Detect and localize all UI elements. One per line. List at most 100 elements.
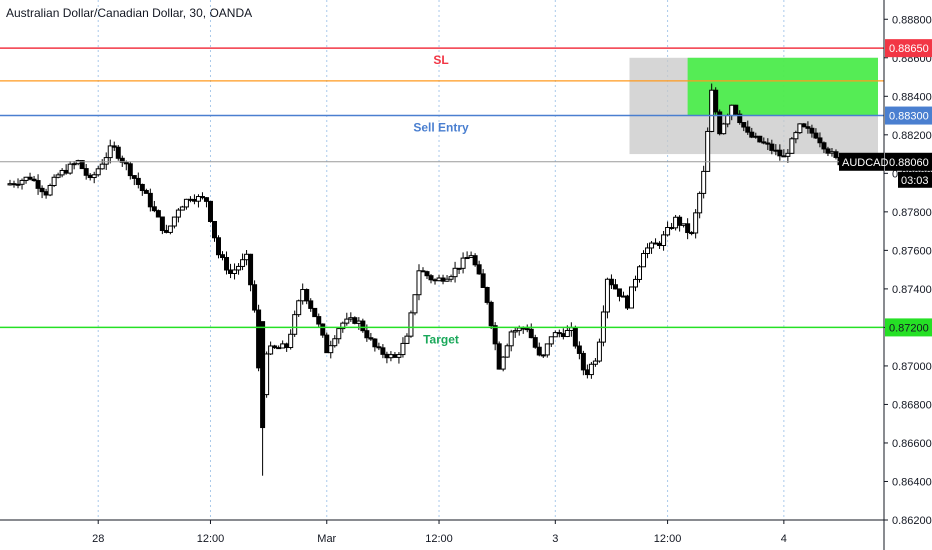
y-tick-label: 0.86600	[892, 438, 932, 450]
candle-down	[428, 275, 434, 281]
candle-up	[516, 327, 522, 332]
candle-down	[616, 288, 622, 297]
candle-down	[572, 327, 578, 347]
candle-down	[584, 369, 590, 376]
candle-down	[657, 242, 663, 247]
candle-down	[576, 345, 582, 354]
candle-down	[520, 327, 526, 330]
candle-down	[79, 160, 85, 170]
candle-up	[264, 353, 270, 396]
candle-up	[240, 259, 246, 267]
candle-down	[805, 126, 811, 129]
candle-down	[532, 337, 538, 348]
candle-down	[199, 196, 205, 199]
y-axis[interactable]: 0.888000.886000.884000.882000.880000.878…	[884, 14, 932, 527]
candle-down	[376, 346, 382, 349]
candle-up	[396, 354, 402, 358]
candle-down	[821, 142, 827, 150]
y-tick-label: 0.86800	[892, 399, 932, 411]
candle-down	[524, 328, 530, 331]
candle-up	[296, 300, 302, 316]
x-tick-label: 12:00	[425, 533, 453, 545]
candle-up	[236, 265, 242, 271]
candle-up	[280, 343, 286, 349]
candle-up	[179, 206, 185, 211]
candle-up	[436, 277, 442, 282]
candle-down	[733, 104, 739, 115]
candle-up	[67, 163, 73, 174]
candle-down	[496, 343, 502, 370]
candle-down	[528, 328, 534, 339]
x-tick-label: 4	[781, 533, 787, 545]
x-tick-label: 28	[92, 533, 104, 545]
candle-up	[620, 295, 626, 298]
candle-down	[476, 264, 482, 275]
candle-up	[628, 286, 634, 309]
candle-up	[51, 176, 57, 186]
candle-down	[556, 332, 562, 335]
candle-down	[123, 161, 129, 165]
candle-down	[432, 279, 438, 282]
candle-down	[360, 320, 366, 332]
candle-down	[276, 347, 282, 350]
candle-down	[677, 216, 683, 226]
candle-down	[228, 269, 234, 274]
y-tick-label: 0.87000	[892, 361, 932, 373]
candle-down	[43, 191, 49, 196]
candle-up	[244, 253, 250, 261]
candle-down	[717, 111, 723, 135]
candle-up	[693, 212, 699, 234]
candle-up	[468, 255, 474, 259]
symbol-label	[839, 152, 884, 171]
candle-down	[143, 190, 149, 194]
x-axis[interactable]: 28 12:00 Mar 12:00 3 12:00 4	[92, 520, 787, 545]
candle-up	[540, 354, 546, 357]
annotation-sl: SL	[433, 53, 448, 67]
candle-up	[508, 331, 514, 347]
candle-up	[645, 247, 651, 255]
candle-up	[167, 225, 173, 233]
candle-up	[596, 341, 602, 362]
candle-down	[384, 353, 390, 359]
candle-up	[641, 253, 647, 268]
candle-up	[725, 115, 731, 125]
candle-up	[552, 332, 558, 338]
candle-down	[769, 143, 775, 151]
candle-down	[685, 223, 691, 234]
candle-down	[380, 347, 386, 355]
candle-down	[749, 131, 755, 138]
candle-down	[781, 155, 787, 158]
candles	[7, 83, 843, 476]
candle-up	[789, 138, 795, 154]
candle-up	[500, 356, 506, 370]
candle-down	[324, 334, 330, 354]
candle-down	[488, 301, 494, 327]
candle-up	[637, 266, 643, 280]
candle-down	[304, 289, 310, 302]
candle-down	[224, 257, 230, 271]
candle-up	[701, 170, 707, 194]
candle-down	[163, 229, 169, 233]
candle-up	[564, 329, 570, 338]
candle-up	[268, 345, 274, 355]
candle-down	[115, 146, 121, 159]
candle-down	[83, 168, 89, 176]
candle-up	[340, 322, 346, 330]
candle-up	[753, 135, 759, 138]
candle-up	[47, 184, 53, 196]
candle-up	[793, 132, 799, 140]
candle-down	[424, 271, 430, 277]
y-tick-label: 0.88200	[892, 130, 932, 142]
candle-down	[312, 307, 318, 318]
candle-up	[673, 216, 679, 229]
candle-down	[191, 198, 197, 202]
candle-down	[211, 220, 217, 239]
candle-up	[588, 363, 594, 376]
annotation-sell-entry: Sell Entry	[413, 121, 469, 135]
price-badge-sl-text: 0.88650	[889, 43, 929, 55]
candle-down	[653, 242, 659, 245]
candle-down	[151, 206, 157, 212]
x-tick-label: 12:00	[654, 533, 682, 545]
price-badge-current-text: 0.88060	[889, 157, 929, 169]
